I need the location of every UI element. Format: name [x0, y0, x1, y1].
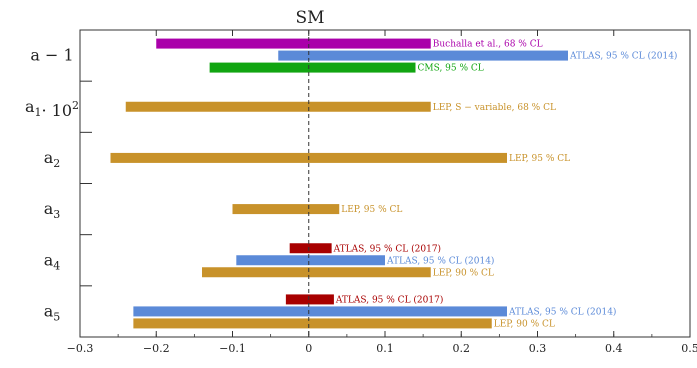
interval-label: LEP, 95 % CL — [341, 205, 402, 215]
interval-bar — [278, 50, 568, 61]
y-label: a2 — [44, 148, 61, 170]
interval-bar — [289, 243, 332, 254]
x-tick-label: 0.2 — [453, 342, 471, 355]
y-label: a5 — [44, 301, 61, 323]
interval-label: ATLAS, 95 % CL (2017) — [333, 243, 441, 254]
interval-label: Buchalla et al., 68 % CL — [433, 40, 543, 50]
interval-bar — [133, 318, 492, 329]
interval-bar — [125, 101, 431, 112]
interval-bar — [209, 62, 416, 73]
y-label-main: a — [44, 148, 54, 167]
interval-label: ATLAS, 95 % CL (2014) — [508, 306, 616, 317]
y-label-subscript: 2 — [53, 157, 60, 170]
interval-label: ATLAS, 95 % CL (2014) — [569, 51, 677, 62]
y-label-tail: · 10 — [42, 101, 73, 120]
y-label-main: a — [44, 199, 54, 218]
interval-label: LEP, S − variable, 68 % CL — [433, 103, 556, 113]
y-label-main: a — [44, 250, 54, 269]
x-tick-label: 0.5 — [681, 342, 697, 355]
interval-bar — [133, 306, 507, 317]
interval-bar — [285, 294, 334, 305]
interval-bar — [156, 38, 431, 49]
interval-bar — [232, 204, 340, 215]
x-tick-label: 0.4 — [605, 342, 623, 355]
y-label-main: a — [25, 97, 35, 116]
x-tick-label: 0 — [305, 342, 312, 355]
interval-label: LEP, 95 % CL — [509, 154, 570, 164]
y-label-subscript: 1 — [35, 106, 42, 119]
y-label-main: a — [44, 301, 54, 320]
y-label-subscript: 3 — [53, 208, 60, 221]
interval-label: LEP, 90 % CL — [494, 319, 555, 329]
interval-bar — [236, 255, 385, 266]
interval-label: ATLAS, 95 % CL (2014) — [386, 255, 494, 266]
plot-frame — [79, 29, 691, 338]
y-label: a3 — [44, 199, 61, 221]
y-label: a4 — [44, 250, 61, 272]
x-tick-label: 0.3 — [529, 342, 547, 355]
x-tick-label: −0.2 — [143, 342, 170, 355]
interval-label: ATLAS, 95 % CL (2017) — [335, 294, 443, 305]
x-tick-label: −0.3 — [67, 342, 94, 355]
y-label-subscript: 4 — [53, 259, 60, 272]
y-label: a − 1 — [30, 46, 73, 65]
chart-title: SM — [295, 8, 324, 28]
y-label-superscript: 2 — [72, 99, 79, 112]
interval-bar — [202, 267, 431, 278]
interval-label: LEP, 90 % CL — [433, 268, 494, 278]
y-label-subscript: 5 — [53, 310, 60, 323]
x-tick-label: 0.1 — [376, 342, 394, 355]
x-tick-label: −0.1 — [219, 342, 246, 355]
y-label-main: a — [30, 46, 40, 65]
y-label: a1· 102 — [25, 97, 79, 120]
y-label-tail: − 1 — [40, 46, 74, 65]
interval-label: CMS, 95 % CL — [418, 64, 484, 74]
